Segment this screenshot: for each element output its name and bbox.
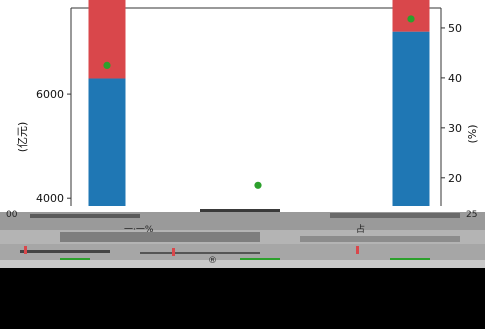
marker-point-2 <box>254 181 262 189</box>
glitch-band-4 <box>0 260 485 268</box>
markers-group <box>103 15 415 189</box>
glitch-stroke-1 <box>30 214 140 218</box>
glitch-stroke-7 <box>140 252 260 254</box>
y-tick-label-2: 6000 <box>36 88 64 101</box>
glitch-label-mid: 一·一% <box>124 225 154 235</box>
glitch-green-1 <box>60 258 90 260</box>
glitch-stroke-5 <box>300 236 460 242</box>
y-axis-label: (亿元) <box>16 122 29 153</box>
glitch-label-zhan: 占 <box>356 223 365 235</box>
glitch-green-3 <box>390 258 430 260</box>
glitch-stroke-3 <box>330 213 460 218</box>
y2-tick-label-2: 30 <box>448 122 462 135</box>
y2-tick-label-1: 20 <box>448 172 462 185</box>
marker-point-1 <box>103 61 111 70</box>
y-tick-label-1: 4000 <box>36 192 64 205</box>
left-ticks-group: 40006000800010000 <box>36 88 71 205</box>
glitch-green-2 <box>240 258 280 260</box>
y2-tick-label-4: 50 <box>448 22 462 35</box>
glitch-red-2 <box>172 248 175 256</box>
glitch-label-left: 00 <box>6 210 18 220</box>
glitch-red-1 <box>24 246 27 254</box>
glitch-label-reg: ® <box>208 256 217 266</box>
bar-series1-1 <box>88 78 126 206</box>
corrupted-region: 00 25 一·一% ® 占 <box>0 206 485 329</box>
glitch-stroke-6 <box>20 250 110 253</box>
glitch-red-3 <box>356 246 359 254</box>
bar-series1-3 <box>392 31 430 206</box>
y2-axis-label: (%) <box>466 124 479 143</box>
y2-tick-label-3: 40 <box>448 72 462 85</box>
marker-point-3 <box>407 15 415 23</box>
glitch-stroke-2 <box>200 209 280 212</box>
glitch-black-block <box>0 268 485 329</box>
right-ticks-group: 20 30 40 50 <box>441 22 462 185</box>
glitch-stroke-4 <box>60 232 260 242</box>
glitch-label-right: 25 <box>466 210 477 220</box>
